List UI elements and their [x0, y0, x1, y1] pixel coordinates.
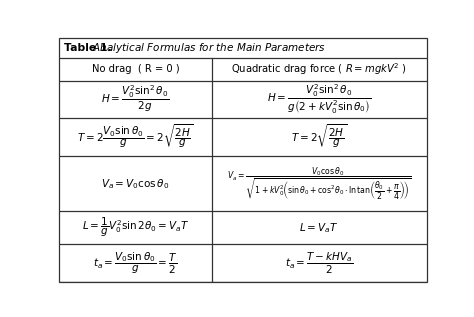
Text: $t_a = \dfrac{T - kHV_a}{2}$: $t_a = \dfrac{T - kHV_a}{2}$ — [285, 251, 353, 276]
Text: $T = 2\sqrt{\dfrac{2H}{g}}$: $T = 2\sqrt{\dfrac{2H}{g}}$ — [291, 123, 347, 151]
Text: $L = \dfrac{1}{g}V_0^2\sin2\theta_0 = V_aT$: $L = \dfrac{1}{g}V_0^2\sin2\theta_0 = V_… — [82, 216, 189, 239]
Text: $H = \dfrac{V_0^2\sin^2\theta_0}{g\left(2+kV_0^2\sin\theta_0\right)}$: $H = \dfrac{V_0^2\sin^2\theta_0}{g\left(… — [267, 83, 372, 116]
Text: $V_a = V_0\cos\theta_0$: $V_a = V_0\cos\theta_0$ — [101, 177, 170, 191]
Text: Table 1.: Table 1. — [64, 43, 111, 53]
Text: $L = V_aT$: $L = V_aT$ — [300, 221, 339, 235]
Text: $\mathit{Analytical\ Formulas\ for\ the\ Main\ Parameters}$: $\mathit{Analytical\ Formulas\ for\ the\… — [91, 41, 326, 55]
Text: No drag  ( R = 0 ): No drag ( R = 0 ) — [91, 64, 179, 74]
Text: $T = 2\dfrac{V_0\sin\theta_0}{g} = 2\sqrt{\dfrac{2H}{g}}$: $T = 2\dfrac{V_0\sin\theta_0}{g} = 2\sqr… — [77, 123, 194, 151]
Text: $H = \dfrac{V_0^2\sin^2\theta_0}{2g}$: $H = \dfrac{V_0^2\sin^2\theta_0}{2g}$ — [101, 84, 170, 114]
Text: Quadratic drag force ( $R = mgkV^{2}$ ): Quadratic drag force ( $R = mgkV^{2}$ ) — [231, 61, 407, 77]
Text: $t_a = \dfrac{V_0\sin\theta_0}{g} = \dfrac{T}{2}$: $t_a = \dfrac{V_0\sin\theta_0}{g} = \dfr… — [93, 251, 178, 276]
Text: $V_a = \dfrac{V_0\cos\theta_0}{\sqrt{1+kV_0^2\!\left(\sin\theta_0+\cos^2\!\theta: $V_a = \dfrac{V_0\cos\theta_0}{\sqrt{1+k… — [227, 165, 411, 202]
